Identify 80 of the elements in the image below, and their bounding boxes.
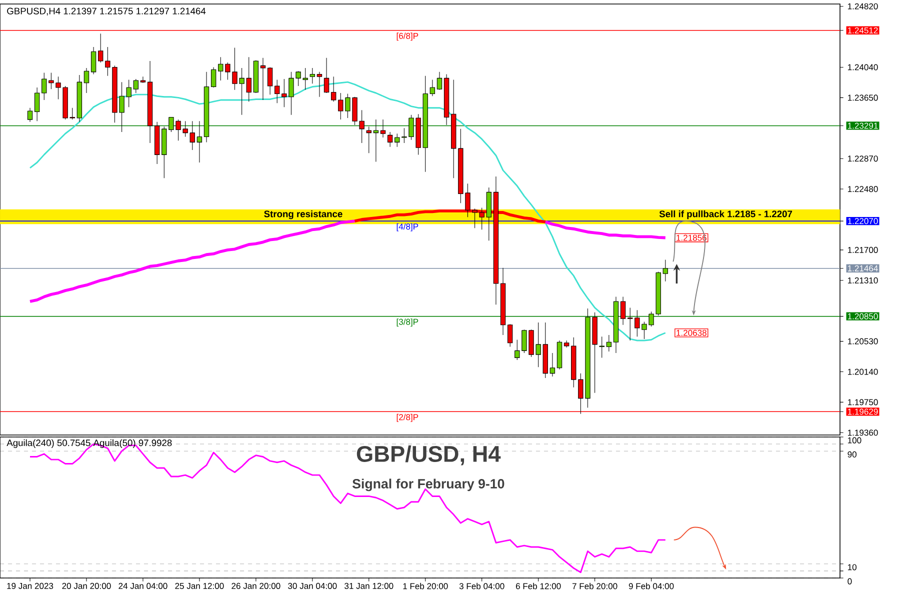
x-tick-label: 26 Jan 20:00 [232, 582, 280, 589]
data-label: 1.20638 [676, 330, 706, 336]
annotation: Sell if pullback 1.2185 - 1.2207 [659, 210, 792, 220]
candlestick [599, 336, 604, 358]
y-tick-label: 1.21310 [848, 277, 878, 284]
text: Signal for February 9-10 [352, 478, 504, 492]
y-tick-label: 1.20850 [848, 313, 878, 320]
y-tick-label: 1.20530 [848, 338, 878, 344]
y-tick-label: 0 [848, 578, 852, 584]
candlestick [620, 296, 626, 326]
candlestick [140, 76, 146, 84]
candlestick [606, 334, 612, 352]
candlestick [316, 72, 322, 98]
x-tick-label: 20 Jan 20:00 [62, 582, 111, 589]
candlestick [430, 79, 436, 96]
y-tick-label: 1.23291 [848, 122, 878, 129]
x-tick-label: 1 Feb 20:00 [403, 582, 448, 590]
x-tick-label: 6 Feb 12:00 [516, 582, 561, 590]
candlestick [564, 340, 570, 348]
x-tick-label: 24 Jan 04:00 [118, 582, 168, 589]
band-label: Strong resistance [264, 210, 342, 220]
x-tick-label: 19 Jan 2023 [7, 582, 54, 589]
candlestick [34, 87, 40, 122]
x-tick-label: 9 Feb 04:00 [628, 582, 674, 590]
candlestick [387, 132, 393, 148]
x-tick-label: 7 Feb 20:00 [572, 582, 618, 590]
y-tick-label: 1.22480 [848, 186, 878, 192]
candlestick [613, 296, 619, 354]
candlestick [76, 74, 82, 122]
candlestick [550, 352, 556, 377]
y-tick-label: 100 [848, 437, 862, 444]
y-tick-label: 1.20140 [848, 368, 878, 375]
y-tick-label: 1.24820 [848, 3, 878, 10]
chart-title: GBP/USD, H4 [356, 445, 501, 466]
annotation: GBPUSD,H4 1.21397 1.21575 1.21297 1.21464 [7, 8, 206, 16]
candlestick [253, 60, 259, 94]
candlestick [190, 120, 195, 150]
x-tick-label: 31 Jan 12:00 [344, 582, 394, 589]
y-tick-label: 1.19629 [848, 408, 878, 415]
y-tick-label: 1.19360 [848, 430, 878, 436]
candlestick [380, 119, 386, 138]
x-tick-label: 30 Jan 04:00 [288, 582, 337, 589]
y-tick-label: 1.21700 [848, 246, 878, 253]
y-tick-label: 1.19750 [848, 399, 878, 406]
y-tick-label: 90 [848, 451, 856, 458]
candlestick [324, 58, 330, 94]
candlestick [556, 340, 562, 370]
y-tick-label: 1.21464 [848, 265, 878, 272]
candlestick [267, 66, 273, 95]
y-tick-label: 1.22070 [848, 218, 878, 224]
y-tick-label: 1.22870 [848, 156, 878, 162]
y-tick-label: 1.24040 [848, 64, 878, 70]
candlestick [204, 72, 210, 142]
candlestick [147, 60, 153, 144]
candlestick [27, 108, 33, 122]
candlestick [330, 76, 336, 102]
y-tick-label: 1.24512 [848, 27, 878, 34]
candlestick [84, 68, 90, 94]
y-tick-label: 1.23650 [848, 94, 878, 101]
x-tick-label: 25 Jan 12:00 [175, 582, 224, 589]
candlestick [196, 120, 202, 163]
candlestick [486, 187, 492, 241]
ref-line-label: [6/8]P [396, 32, 418, 41]
ref-line-label: [2/8]P [396, 414, 418, 422]
candlestick [500, 268, 506, 336]
candlestick [90, 46, 96, 75]
x-tick-label: 3 Feb 04:00 [459, 582, 504, 590]
candlestick [444, 74, 450, 126]
candlestick [373, 119, 379, 162]
candlestick [274, 79, 280, 104]
annotation: Aguila(240) 50.7545 Aguila(50) 97.9928 [6, 439, 172, 448]
data-label: 1.21856 [676, 234, 706, 241]
candlestick [436, 72, 442, 90]
candlestick [310, 68, 316, 84]
candlestick [493, 176, 499, 305]
candlestick [210, 66, 216, 88]
ref-line-label: [4/8]P [396, 223, 418, 232]
y-tick-label: 10 [848, 564, 856, 570]
ref-line-label: [3/8]P [396, 318, 418, 327]
candlestick [260, 58, 266, 100]
